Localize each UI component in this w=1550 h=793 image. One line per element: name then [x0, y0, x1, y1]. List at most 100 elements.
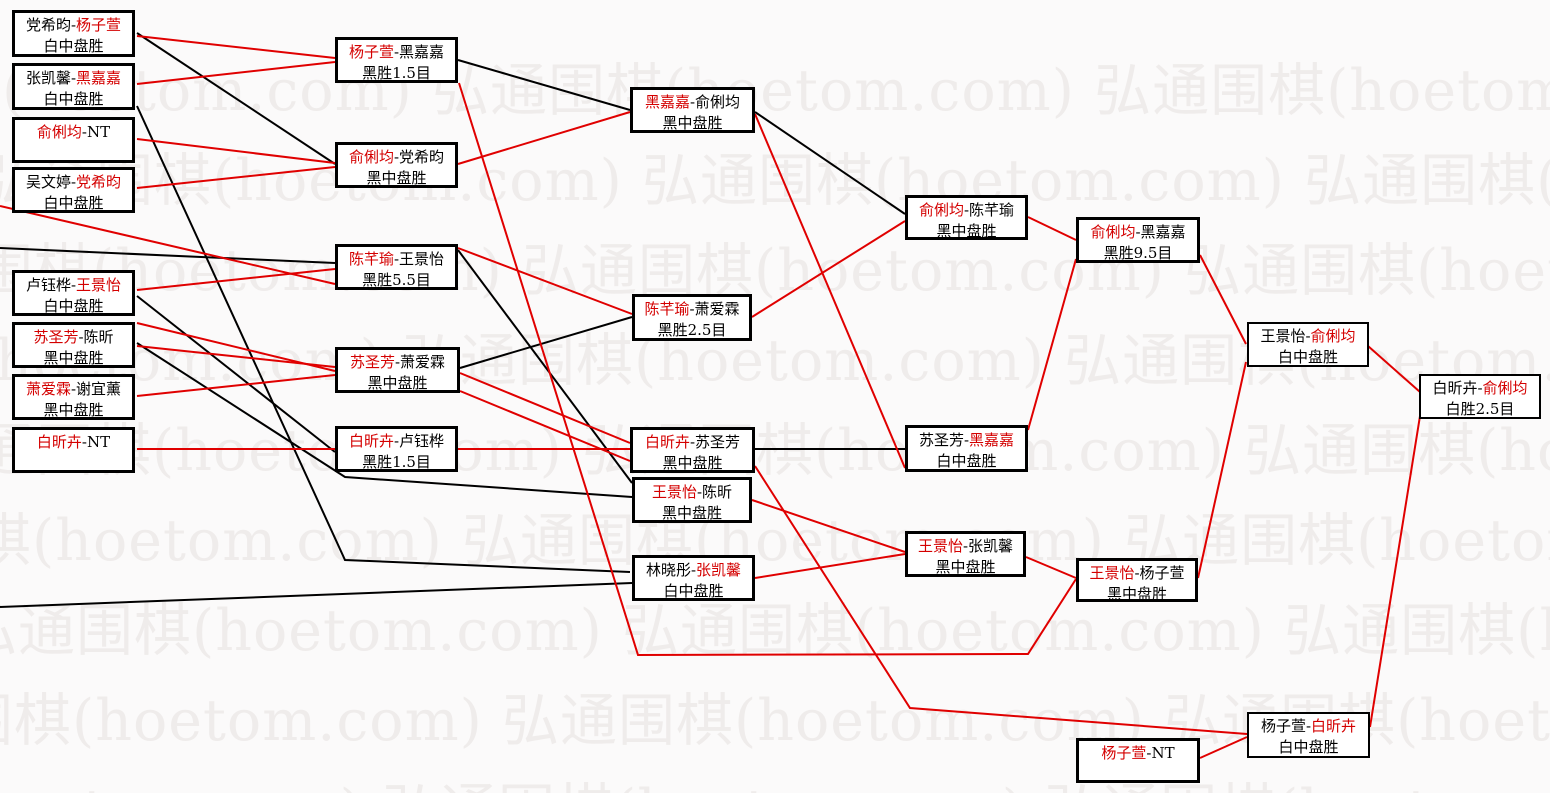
watermark-text: 弘通围棋(hoetom.com) 弘通围棋(hoetom.com) 弘通围棋(h…: [0, 238, 1550, 304]
player-2: 萧爱霖: [400, 353, 446, 371]
match-box-r1-1: 党希昀-杨子萱 白中盘胜: [12, 10, 135, 57]
red-connector-line: [0, 205, 336, 285]
match-box-r1-5: 卢钰桦-王景怡白中盘胜: [12, 270, 135, 316]
match-box-r3-3: 白昕卉-苏圣芳 黑中盘胜: [630, 427, 755, 473]
red-connector-line: [1027, 258, 1077, 431]
player-1: 苏圣芳: [918, 431, 964, 449]
vs-dash: -: [1146, 744, 1152, 762]
black-connector-line: [754, 111, 906, 215]
player-1: 黑嘉嘉: [644, 93, 690, 111]
player-2: 俞俐均: [1310, 327, 1356, 345]
match-box-r6-1: 王景怡-俞俐均 白中盘胜: [1247, 322, 1369, 367]
players-line: 王景怡-杨子萱: [1079, 563, 1195, 584]
players-line: 白昕卉-俞俐均: [1421, 378, 1539, 399]
red-connector-line: [1367, 345, 1421, 393]
red-connector-line: [751, 220, 906, 318]
player-2: 党希昀: [76, 173, 122, 191]
vs-dash: -: [393, 250, 400, 268]
player-2: 王景怡: [76, 276, 122, 294]
match-box-r1-6: 苏圣芳-陈昕 黑中盘胜: [12, 322, 135, 368]
player-2: 杨子萱: [1139, 564, 1185, 582]
result-text: 白中盘胜: [1278, 738, 1339, 756]
red-connector-line: [754, 113, 906, 469]
player-1: 俞俐均: [348, 148, 394, 166]
watermark-text: 弘通围棋(hoetom.com) 弘通围棋(hoetom.com) 弘通围棋(h…: [0, 508, 1550, 574]
vs-dash: -: [690, 561, 697, 579]
match-box-r2-2: 俞俐均-党希昀 黑中盘胜: [335, 142, 458, 188]
player-1: 萧爱霖: [25, 380, 71, 398]
player-1: 白昕卉: [348, 432, 394, 450]
players-line: 白昕卉-卢钰桦: [338, 431, 455, 452]
match-box-r3-1: 黑嘉嘉-俞俐均 黑中盘胜: [630, 87, 755, 133]
player-1: 陈芊瑜: [644, 300, 690, 318]
red-connector-line: [459, 372, 631, 444]
match-box-r2-5: 白昕卉-卢钰桦 黑胜1.5目: [335, 426, 458, 472]
result-text: 黑中盘胜: [661, 504, 722, 522]
player-2: 张凯馨: [968, 537, 1014, 555]
player-2: 俞俐均: [1482, 379, 1528, 397]
player-2: 谢宜薰: [76, 380, 122, 398]
vs-dash: -: [81, 433, 87, 451]
vs-dash: -: [70, 69, 77, 87]
vs-dash: -: [70, 276, 77, 294]
players-line: 苏圣芳-陈昕: [15, 327, 132, 348]
players-line: 王景怡-张凯馨: [908, 536, 1023, 557]
player-2: 白昕卉: [1311, 717, 1357, 735]
players-line: 杨子萱-白昕卉: [1249, 716, 1368, 737]
vs-dash: -: [70, 16, 77, 34]
match-box-r3-4: 王景怡-陈昕 黑中盘胜: [632, 477, 752, 523]
player-1: 张凯馨: [25, 69, 71, 87]
red-connector-line: [136, 374, 336, 397]
players-line: 俞俐均-陈芊瑜: [908, 200, 1025, 221]
player-1: 卢钰桦: [25, 276, 71, 294]
player-2: NT: [86, 123, 111, 141]
red-connector-line: [136, 35, 336, 59]
vs-dash: -: [70, 380, 77, 398]
black-connector-line: [136, 32, 336, 165]
result-text: 白中盘胜: [43, 297, 104, 315]
vs-dash: -: [689, 93, 696, 111]
match-box-r5-3: 杨子萱-NT: [1076, 738, 1200, 783]
player-1: 白昕卉: [36, 433, 82, 451]
match-box-r4-2: 苏圣芳-黑嘉嘉 白中盘胜: [905, 425, 1028, 472]
vs-dash: -: [1305, 717, 1312, 735]
player-1: 杨子萱: [1101, 744, 1147, 762]
player-2: 黑嘉嘉: [969, 431, 1015, 449]
match-box-r6-2: 杨子萱-白昕卉 白中盘胜: [1247, 712, 1370, 758]
player-1: 苏圣芳: [349, 353, 395, 371]
players-line: 杨子萱-黑嘉嘉: [338, 42, 455, 63]
match-box-final: 白昕卉-俞俐均 白胜2.5目: [1419, 374, 1541, 419]
players-line: 萧爱霖-谢宜薰: [15, 379, 132, 400]
player-2: 杨子萱: [76, 16, 122, 34]
result-text: 白中盘胜: [43, 90, 104, 108]
vs-dash: -: [81, 123, 87, 141]
vs-dash: -: [78, 328, 84, 346]
result-text: 黑中盘胜: [935, 558, 996, 576]
players-line: 王景怡-俞俐均: [1249, 326, 1367, 347]
match-box-r3-5: 林晓彤-张凯馨 白中盘胜: [632, 555, 755, 601]
red-connector-line: [1025, 556, 1077, 579]
player-2: 陈昕: [702, 483, 733, 501]
players-line: 俞俐均-NT: [15, 122, 132, 143]
players-line: 吴文婷-党希昀: [15, 172, 132, 193]
vs-dash: -: [689, 433, 696, 451]
vs-dash: -: [963, 201, 970, 219]
match-box-r5-2: 王景怡-杨子萱 黑中盘胜: [1076, 558, 1198, 603]
match-box-r1-2: 张凯馨-黑嘉嘉 白中盘胜: [12, 63, 135, 110]
vs-dash: -: [1477, 379, 1483, 397]
player-1: 杨子萱: [348, 43, 394, 61]
players-line: 俞俐均-党希昀: [338, 147, 455, 168]
red-connector-line: [1199, 254, 1247, 345]
red-connector-line: [754, 465, 1248, 735]
result-text: 黑胜2.5目: [657, 321, 727, 339]
player-2: 陈昕: [83, 328, 114, 346]
result-text: 黑胜5.5目: [362, 271, 431, 289]
red-connector-line: [754, 553, 906, 579]
players-line: 张凯馨-黑嘉嘉: [15, 68, 132, 89]
match-box-r5-1: 俞俐均-黑嘉嘉 黑胜9.5目: [1076, 217, 1200, 263]
red-connector-line: [1369, 415, 1421, 728]
players-line: 陈芊瑜-王景怡: [338, 249, 455, 270]
result-text: 黑中盘胜: [662, 454, 723, 472]
player-1: 俞俐均: [36, 123, 82, 141]
